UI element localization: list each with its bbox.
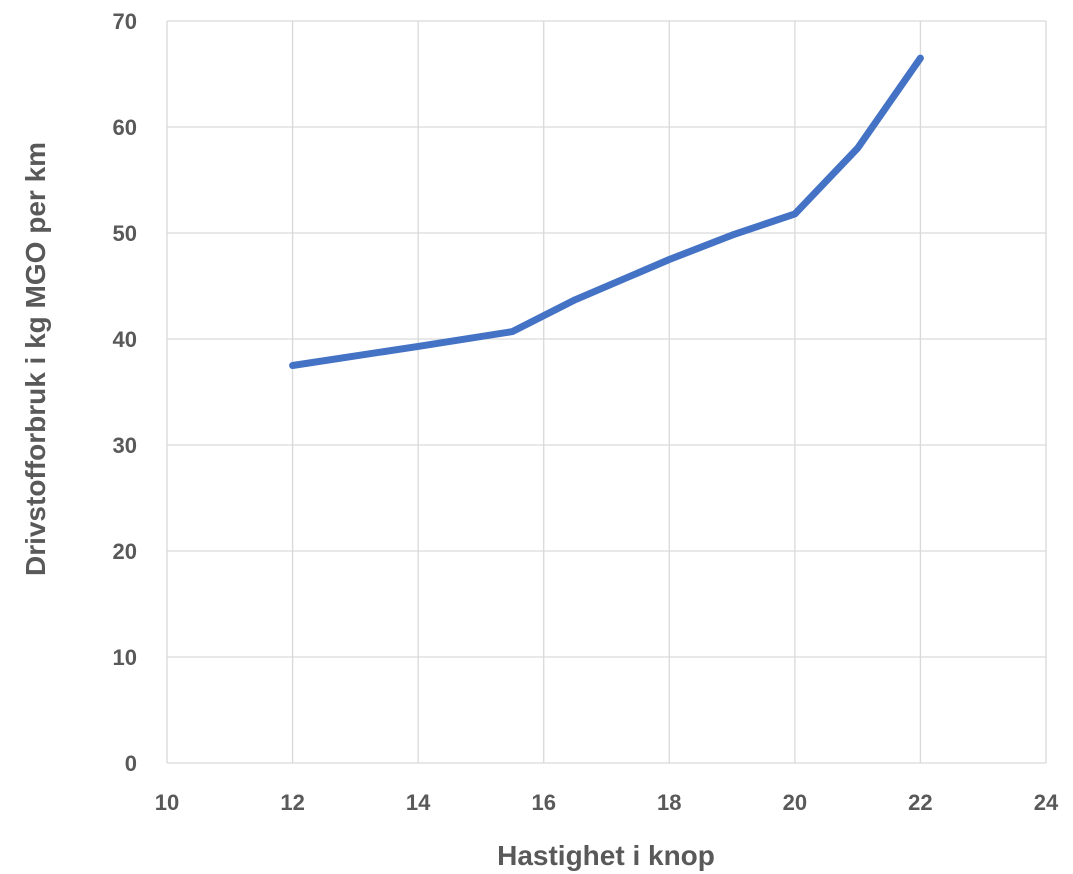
series-line	[289, 54, 924, 369]
x-tick-label: 18	[657, 790, 681, 815]
y-tick-label: 60	[113, 115, 137, 140]
y-tick-label: 30	[113, 433, 137, 458]
x-tick-label: 20	[783, 790, 807, 815]
x-axis-title: Hastighet i knop	[497, 840, 715, 871]
y-tick-label: 20	[113, 539, 137, 564]
y-tick-label: 40	[113, 327, 137, 352]
y-tick-label: 0	[125, 751, 137, 776]
x-tick-label: 12	[280, 790, 304, 815]
grid	[166, 20, 1047, 764]
y-axis-title: Drivstofforbruk i kg MGO per km	[20, 142, 51, 576]
x-tick-label: 10	[155, 790, 179, 815]
x-tick-label: 22	[908, 790, 932, 815]
x-axis-ticks: 10 12 14 16 18 20 22 24	[155, 790, 1059, 815]
x-tick-label: 16	[531, 790, 555, 815]
y-tick-label: 10	[113, 645, 137, 670]
y-axis-ticks: 0 10 20 30 40 50 60 70	[113, 9, 137, 776]
x-tick-label: 24	[1034, 790, 1059, 815]
y-tick-label: 70	[113, 9, 137, 34]
series-layer	[289, 54, 924, 369]
x-tick-label: 14	[406, 790, 431, 815]
y-tick-label: 50	[113, 221, 137, 246]
